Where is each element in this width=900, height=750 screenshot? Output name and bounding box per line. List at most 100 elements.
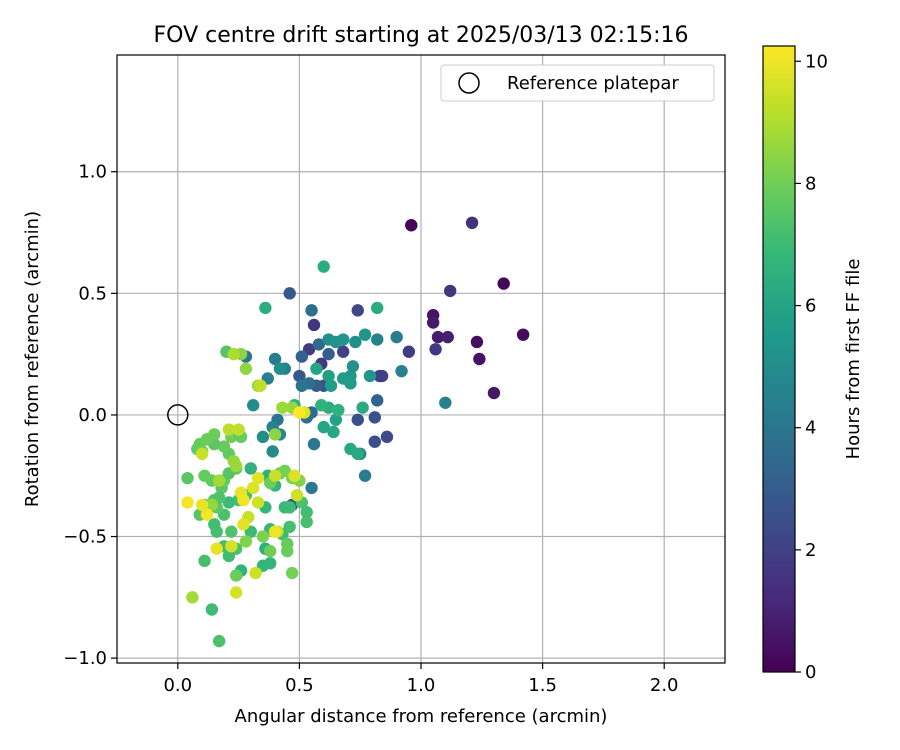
data-point <box>368 435 381 448</box>
data-point <box>470 335 484 349</box>
data-point <box>368 411 381 424</box>
data-point <box>402 345 416 358</box>
data-point <box>276 401 289 414</box>
colorbar-label: Hours from first FF file <box>843 259 864 460</box>
data-point <box>281 544 294 558</box>
colorbar-gradient <box>762 45 796 673</box>
data-point <box>290 488 304 502</box>
data-point <box>212 634 226 648</box>
data-point <box>300 506 313 519</box>
data-point <box>426 316 440 329</box>
data-point <box>375 369 389 383</box>
data-point <box>249 566 262 580</box>
y-tick-label: 0.0 <box>78 405 107 426</box>
data-point <box>324 379 338 392</box>
data-point <box>217 440 231 453</box>
data-point <box>380 430 394 444</box>
x-axis-label: Angular distance from reference (arcmin) <box>235 706 608 727</box>
data-point <box>229 459 243 473</box>
data-point <box>232 423 245 436</box>
data-point <box>351 447 364 461</box>
data-point <box>225 540 238 553</box>
y-tick-label: −0.5 <box>63 527 107 548</box>
data-point <box>198 554 211 568</box>
x-tick-label: 1.5 <box>528 675 557 696</box>
colorbar-tick-label: 8 <box>805 173 816 194</box>
data-point <box>315 399 328 412</box>
data-point <box>473 352 486 366</box>
data-point <box>465 216 479 230</box>
data-point <box>244 462 257 475</box>
data-point <box>332 403 345 417</box>
data-point <box>229 586 243 599</box>
x-tick-label: 0.0 <box>163 675 192 696</box>
data-point <box>336 333 350 346</box>
data-point <box>205 603 219 616</box>
data-point <box>283 520 296 534</box>
data-point <box>317 420 330 434</box>
data-point <box>351 304 364 317</box>
data-point <box>210 542 223 555</box>
data-point <box>186 591 199 604</box>
data-point <box>283 287 296 300</box>
data-point <box>390 330 403 344</box>
data-point <box>268 469 282 482</box>
grid-lines <box>117 55 725 663</box>
data-point <box>293 406 306 419</box>
data-point <box>251 471 265 485</box>
data-point <box>293 369 306 383</box>
data-point <box>371 394 384 407</box>
data-point <box>237 518 250 531</box>
legend: Reference platepar <box>440 64 715 102</box>
x-axis-ticks: 0.0 0.5 1.0 1.5 2.0 <box>163 663 679 696</box>
data-point <box>395 364 408 378</box>
data-point <box>229 569 243 582</box>
data-point <box>181 471 194 485</box>
data-point <box>285 566 299 580</box>
data-point <box>264 544 277 558</box>
data-point <box>181 496 194 509</box>
data-point <box>317 260 330 273</box>
data-point <box>205 498 219 512</box>
data-point <box>310 362 323 375</box>
data-point <box>222 496 236 509</box>
data-point <box>295 350 309 363</box>
data-point <box>237 493 250 507</box>
data-point <box>268 352 282 366</box>
data-point <box>268 525 282 538</box>
colorbar-tick-label: 10 <box>805 51 828 72</box>
legend-label: Reference platepar <box>507 73 679 94</box>
data-point <box>246 399 260 412</box>
colorbar-tick-label: 0 <box>805 662 816 683</box>
y-axis-label: Rotation from reference (arcmin) <box>22 211 43 507</box>
data-point <box>239 362 253 375</box>
data-point <box>251 496 265 509</box>
data-point <box>268 428 282 441</box>
y-tick-label: −1.0 <box>63 648 107 669</box>
data-point <box>254 379 267 392</box>
data-point <box>358 328 372 341</box>
chart-title: FOV centre drift starting at 2025/03/13 … <box>154 23 689 48</box>
x-tick-label: 1.0 <box>407 675 436 696</box>
data-point <box>195 447 209 461</box>
data-point <box>222 549 236 563</box>
data-point <box>198 469 211 482</box>
data-point <box>225 525 238 538</box>
data-point <box>305 304 318 317</box>
data-point <box>222 423 236 436</box>
data-point <box>516 328 530 341</box>
data-point <box>431 330 445 344</box>
data-point <box>322 369 335 383</box>
data-point <box>208 428 221 441</box>
data-point <box>371 333 384 346</box>
data-point <box>312 338 326 351</box>
data-point <box>344 377 357 390</box>
data-point <box>212 474 226 487</box>
y-tick-label: 0.5 <box>78 283 107 304</box>
data-point <box>497 277 510 290</box>
data-point <box>363 369 377 383</box>
data-point <box>351 413 364 426</box>
data-point <box>487 386 501 400</box>
data-point <box>259 301 272 315</box>
